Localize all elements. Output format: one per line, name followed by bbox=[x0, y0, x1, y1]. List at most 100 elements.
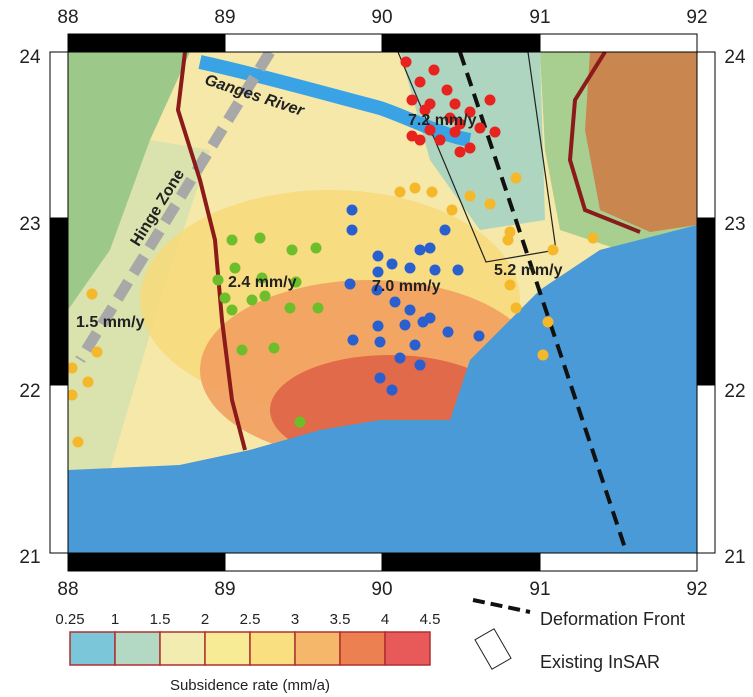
rate-label: 2.4 mm/y bbox=[228, 274, 297, 291]
scale-label: 3 bbox=[291, 611, 299, 628]
station-dot bbox=[313, 303, 324, 314]
station-dot bbox=[400, 320, 411, 331]
station-dot bbox=[348, 335, 359, 346]
frame-bar bbox=[50, 385, 68, 553]
scale-cell bbox=[250, 632, 295, 665]
scale-cell bbox=[160, 632, 205, 665]
scale-label: 0.25 bbox=[55, 611, 84, 628]
station-dot bbox=[548, 245, 559, 256]
lon-label: 92 bbox=[686, 579, 707, 600]
station-dot bbox=[505, 280, 516, 291]
page: {"map":{"lon_labels":["88","89","90","91… bbox=[0, 0, 753, 697]
scale-label: 2.5 bbox=[240, 611, 261, 628]
lon-label: 90 bbox=[371, 579, 392, 600]
frame-bar bbox=[697, 218, 715, 385]
lat-label: 22 bbox=[19, 381, 40, 402]
insar-label: Existing InSAR bbox=[540, 652, 660, 672]
lon-label: 89 bbox=[214, 7, 235, 28]
frame-bar bbox=[68, 34, 225, 52]
lat-label: 22 bbox=[724, 381, 745, 402]
station-dot bbox=[503, 235, 514, 246]
scale-label: 1.5 bbox=[150, 611, 171, 628]
east-hills bbox=[585, 52, 697, 232]
station-dot bbox=[511, 303, 522, 314]
station-dot bbox=[415, 135, 426, 146]
lat-label: 24 bbox=[724, 47, 746, 68]
station-dot bbox=[588, 233, 599, 244]
station-dot bbox=[83, 377, 94, 388]
station-dot bbox=[287, 245, 298, 256]
station-dot bbox=[415, 77, 426, 88]
station-dot bbox=[285, 303, 296, 314]
station-dot bbox=[345, 279, 356, 290]
station-dot bbox=[390, 297, 401, 308]
map bbox=[67, 52, 698, 553]
lon-label: 90 bbox=[371, 7, 392, 28]
figure: Ganges River Hinge Zone 7.2 mm/y 2.4 mm/… bbox=[0, 0, 753, 697]
station-dot bbox=[373, 251, 384, 262]
frame-bar bbox=[382, 553, 540, 571]
station-dot bbox=[455, 147, 466, 158]
lon-label: 91 bbox=[529, 579, 550, 600]
station-dot bbox=[405, 305, 416, 316]
rate-label: 7.2 mm/y bbox=[408, 112, 477, 129]
station-dot bbox=[453, 265, 464, 276]
body: Ganges River Hinge Zone 7.2 mm/y 2.4 mm/… bbox=[0, 0, 753, 697]
station-dot bbox=[227, 235, 238, 246]
station-dot bbox=[387, 259, 398, 270]
legend: Subsidence rate (mm/a) Deformation Front… bbox=[55, 600, 685, 694]
frame-bar bbox=[382, 34, 540, 52]
lon-label: 88 bbox=[57, 579, 78, 600]
station-dot bbox=[373, 267, 384, 278]
station-dot bbox=[73, 437, 84, 448]
scale-cell bbox=[70, 632, 115, 665]
lon-label: 88 bbox=[57, 7, 78, 28]
station-dot bbox=[511, 173, 522, 184]
frame-bar bbox=[225, 553, 382, 571]
rate-label: 5.2 mm/y bbox=[494, 262, 563, 279]
lat-label: 23 bbox=[19, 214, 40, 235]
station-dot bbox=[247, 295, 258, 306]
station-dot bbox=[450, 99, 461, 110]
frame-bar bbox=[697, 52, 715, 218]
station-dot bbox=[401, 57, 412, 68]
lat-label: 21 bbox=[19, 547, 40, 568]
station-dot bbox=[375, 337, 386, 348]
station-dot bbox=[447, 205, 458, 216]
station-dot bbox=[227, 305, 238, 316]
station-dot bbox=[92, 347, 103, 358]
station-dot bbox=[255, 233, 266, 244]
lon-label: 92 bbox=[686, 7, 707, 28]
station-dot bbox=[395, 353, 406, 364]
scale-cell bbox=[340, 632, 385, 665]
front-symbol bbox=[473, 600, 530, 612]
station-dot bbox=[427, 187, 438, 198]
station-dot bbox=[425, 243, 436, 254]
station-dot bbox=[410, 183, 421, 194]
station-dot bbox=[429, 65, 440, 76]
station-dot bbox=[295, 417, 306, 428]
rate-label: 7.0 mm/y bbox=[372, 278, 441, 295]
station-dot bbox=[375, 373, 386, 384]
frame-bar bbox=[540, 34, 697, 52]
station-dot bbox=[415, 360, 426, 371]
lat-label: 23 bbox=[724, 214, 745, 235]
station-dot bbox=[443, 327, 454, 338]
frame-bar bbox=[50, 218, 68, 385]
station-dot bbox=[387, 385, 398, 396]
station-dot bbox=[410, 340, 421, 351]
station-dot bbox=[430, 265, 441, 276]
station-dot bbox=[405, 263, 416, 274]
station-dot bbox=[373, 321, 384, 332]
station-dot bbox=[474, 331, 485, 342]
lat-label: 24 bbox=[19, 47, 41, 68]
station-dot bbox=[87, 289, 98, 300]
station-dot bbox=[237, 345, 248, 356]
station-dot bbox=[407, 95, 418, 106]
station-dot bbox=[260, 291, 271, 302]
station-dot bbox=[485, 95, 496, 106]
station-dot bbox=[220, 293, 231, 304]
lon-label: 89 bbox=[214, 579, 235, 600]
lat-label: 21 bbox=[724, 547, 745, 568]
station-dot bbox=[465, 143, 476, 154]
